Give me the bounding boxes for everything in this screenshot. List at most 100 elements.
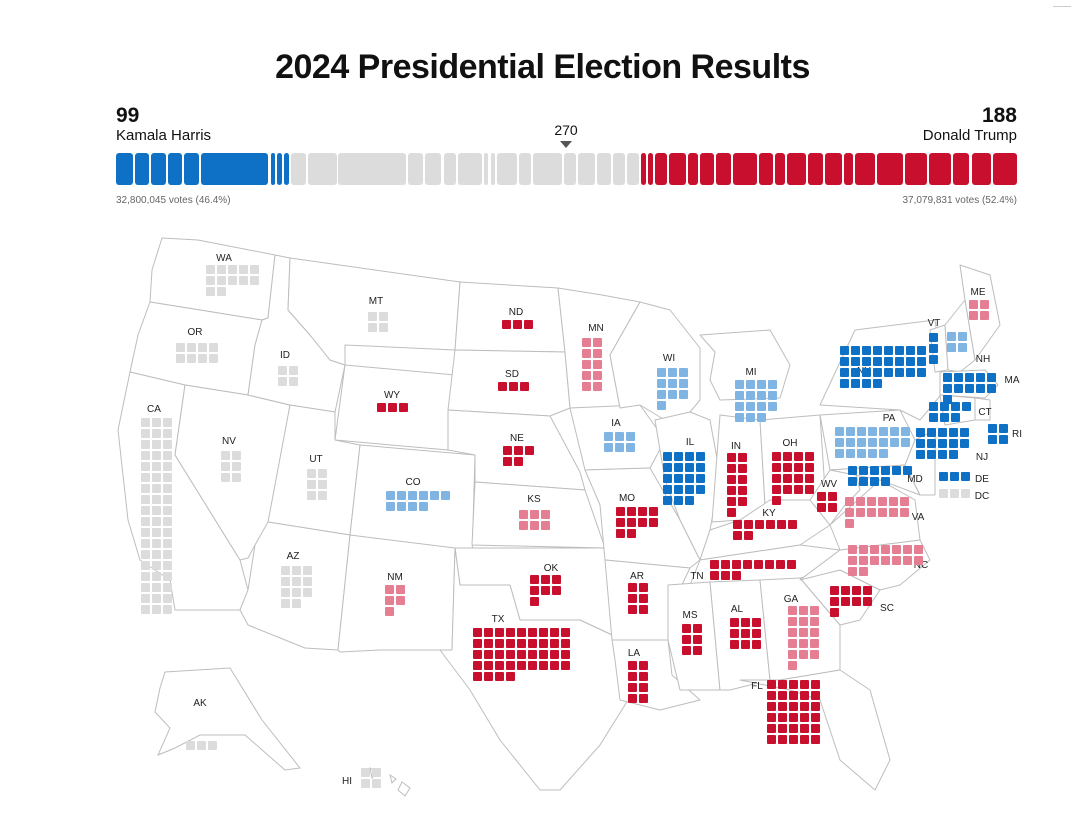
ev-tile-ri[interactable]	[988, 424, 997, 433]
ev-tile-oh[interactable]	[783, 452, 792, 461]
ev-tile-ca[interactable]	[141, 572, 150, 581]
ev-tile-fl[interactable]	[811, 713, 820, 722]
ev-tile-ny[interactable]	[895, 346, 904, 355]
ev-tile-ky[interactable]	[733, 520, 742, 529]
ev-tile-ia[interactable]	[626, 432, 635, 441]
ev-tile-az[interactable]	[292, 577, 301, 586]
ev-tile-wa[interactable]	[217, 287, 226, 296]
ev-tile-nc[interactable]	[892, 556, 901, 565]
ev-tile-tx[interactable]	[539, 650, 548, 659]
ev-tile-wa[interactable]	[206, 265, 215, 274]
ev-tile-in[interactable]	[727, 508, 736, 517]
ev-tile-sc[interactable]	[852, 597, 861, 606]
ev-tile-wi[interactable]	[657, 368, 666, 377]
ev-tile-oh[interactable]	[783, 485, 792, 494]
ev-tile-in[interactable]	[738, 497, 747, 506]
ev-tile-va[interactable]	[889, 497, 898, 506]
ev-tile-ga[interactable]	[810, 606, 819, 615]
ev-tile-va[interactable]	[845, 519, 854, 528]
ev-tile-wi[interactable]	[679, 390, 688, 399]
ev-tile-ca[interactable]	[141, 484, 150, 493]
ev-tile-ny[interactable]	[884, 357, 893, 366]
ev-tile-or[interactable]	[198, 354, 207, 363]
ev-tile-ny[interactable]	[917, 368, 926, 377]
ev-tile-co[interactable]	[397, 502, 406, 511]
ev-tile-nc[interactable]	[914, 545, 923, 554]
ev-tile-oh[interactable]	[783, 463, 792, 472]
ev-tile-md[interactable]	[892, 466, 901, 475]
ev-tile-ca[interactable]	[141, 539, 150, 548]
ev-tile-ca[interactable]	[141, 594, 150, 603]
ev-tile-mn[interactable]	[593, 382, 602, 391]
ev-tile-oh[interactable]	[772, 463, 781, 472]
ev-tile-sd[interactable]	[520, 382, 529, 391]
ev-tile-tx[interactable]	[506, 628, 515, 637]
ev-tile-il[interactable]	[696, 485, 705, 494]
ev-tile-nj[interactable]	[916, 450, 925, 459]
ev-tile-ca[interactable]	[141, 451, 150, 460]
ev-tile-ny[interactable]	[906, 357, 915, 366]
ev-tile-co[interactable]	[419, 491, 428, 500]
ev-tile-tx[interactable]	[539, 628, 548, 637]
ev-tile-nj[interactable]	[938, 439, 947, 448]
ev-tile-co[interactable]	[441, 491, 450, 500]
ev-tile-fl[interactable]	[767, 691, 776, 700]
ev-tile-tn[interactable]	[721, 571, 730, 580]
ev-tile-ca[interactable]	[152, 550, 161, 559]
ev-tile-il[interactable]	[674, 496, 683, 505]
ev-tile-va[interactable]	[856, 508, 865, 517]
ev-tile-ar[interactable]	[639, 594, 648, 603]
ev-tile-wa[interactable]	[217, 265, 226, 274]
ev-tile-oh[interactable]	[772, 485, 781, 494]
ev-tile-ga[interactable]	[788, 628, 797, 637]
ev-tile-sc[interactable]	[863, 586, 872, 595]
ev-tile-ne[interactable]	[514, 457, 523, 466]
ev-tile-tx[interactable]	[528, 661, 537, 670]
ev-tile-ca[interactable]	[163, 429, 172, 438]
ev-tile-ca[interactable]	[152, 583, 161, 592]
ev-tile-tx[interactable]	[539, 661, 548, 670]
ev-tile-co[interactable]	[408, 491, 417, 500]
ev-tile-ca[interactable]	[141, 506, 150, 515]
ev-tile-al[interactable]	[730, 629, 739, 638]
ev-tile-az[interactable]	[303, 566, 312, 575]
ev-tile-ky[interactable]	[733, 531, 742, 540]
ev-tile-oh[interactable]	[805, 463, 814, 472]
ev-tile-fl[interactable]	[800, 702, 809, 711]
ev-tile-tx[interactable]	[484, 650, 493, 659]
ev-tile-me[interactable]	[980, 311, 989, 320]
ev-tile-nc[interactable]	[881, 556, 890, 565]
ev-tile-tx[interactable]	[561, 661, 570, 670]
ev-tile-ks[interactable]	[530, 521, 539, 530]
ev-tile-ny[interactable]	[862, 346, 871, 355]
ev-tile-tx[interactable]	[484, 672, 493, 681]
ev-tile-ia[interactable]	[604, 443, 613, 452]
ev-tile-wa[interactable]	[228, 265, 237, 274]
ev-tile-il[interactable]	[685, 452, 694, 461]
ev-tile-ga[interactable]	[799, 650, 808, 659]
ev-tile-mi[interactable]	[757, 391, 766, 400]
ev-tile-ms[interactable]	[682, 624, 691, 633]
ev-tile-nj[interactable]	[927, 450, 936, 459]
ev-tile-nc[interactable]	[903, 556, 912, 565]
ev-tile-ca[interactable]	[141, 561, 150, 570]
ev-tile-oh[interactable]	[805, 474, 814, 483]
ev-tile-ca[interactable]	[141, 550, 150, 559]
ev-tile-ca[interactable]	[152, 561, 161, 570]
ev-tile-hi[interactable]	[361, 779, 370, 788]
ev-tile-ma[interactable]	[976, 384, 985, 393]
ev-tile-in[interactable]	[727, 486, 736, 495]
ev-tile-nc[interactable]	[892, 545, 901, 554]
ev-tile-va[interactable]	[845, 497, 854, 506]
ev-tile-tx[interactable]	[517, 661, 526, 670]
ev-tile-nc[interactable]	[848, 556, 857, 565]
ev-tile-ky[interactable]	[777, 520, 786, 529]
ev-tile-co[interactable]	[408, 502, 417, 511]
ev-tile-me[interactable]	[969, 311, 978, 320]
ev-tile-oh[interactable]	[794, 485, 803, 494]
ev-tile-wy[interactable]	[388, 403, 397, 412]
ev-tile-ok[interactable]	[541, 586, 550, 595]
ev-tile-tx[interactable]	[473, 639, 482, 648]
ev-tile-mi[interactable]	[757, 380, 766, 389]
ev-tile-mn[interactable]	[582, 371, 591, 380]
